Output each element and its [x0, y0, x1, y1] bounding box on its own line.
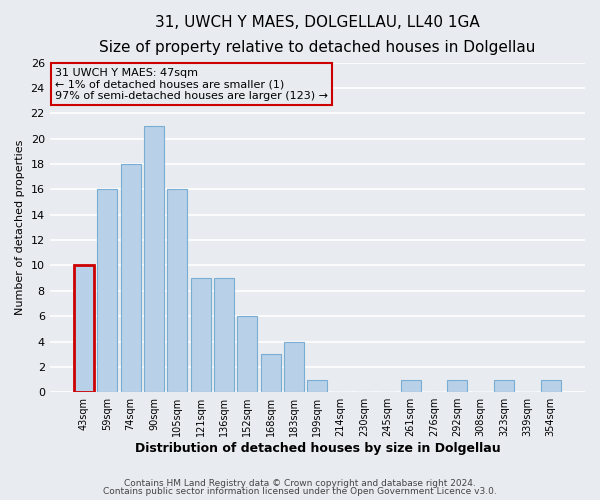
Bar: [144, 126, 164, 392]
Text: Contains public sector information licensed under the Open Government Licence v3: Contains public sector information licen…: [103, 487, 497, 496]
Bar: [191, 278, 211, 392]
X-axis label: Distribution of detached houses by size in Dolgellau: Distribution of detached houses by size …: [134, 442, 500, 455]
Title: 31, UWCH Y MAES, DOLGELLAU, LL40 1GA
Size of property relative to detached house: 31, UWCH Y MAES, DOLGELLAU, LL40 1GA Siz…: [99, 15, 536, 54]
Bar: [74, 266, 94, 392]
Y-axis label: Number of detached properties: Number of detached properties: [15, 140, 25, 315]
Bar: [401, 380, 421, 392]
Bar: [261, 354, 281, 392]
Bar: [494, 380, 514, 392]
Bar: [97, 190, 117, 392]
Bar: [214, 278, 234, 392]
Bar: [307, 380, 327, 392]
Bar: [167, 190, 187, 392]
Text: Contains HM Land Registry data © Crown copyright and database right 2024.: Contains HM Land Registry data © Crown c…: [124, 478, 476, 488]
Bar: [238, 316, 257, 392]
Bar: [541, 380, 560, 392]
Text: 31 UWCH Y MAES: 47sqm
← 1% of detached houses are smaller (1)
97% of semi-detach: 31 UWCH Y MAES: 47sqm ← 1% of detached h…: [55, 68, 328, 101]
Bar: [121, 164, 140, 392]
Bar: [448, 380, 467, 392]
Bar: [284, 342, 304, 392]
